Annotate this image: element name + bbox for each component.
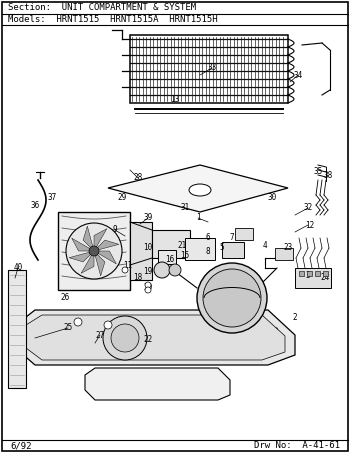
Text: 34: 34: [293, 71, 303, 79]
Text: 27: 27: [95, 331, 105, 339]
Text: 17: 17: [170, 265, 180, 275]
Polygon shape: [108, 165, 288, 212]
Text: 26: 26: [60, 294, 70, 303]
Circle shape: [203, 269, 261, 327]
Bar: [235, 228, 253, 240]
Polygon shape: [12, 310, 295, 365]
Bar: [222, 242, 244, 258]
Circle shape: [74, 318, 82, 326]
Circle shape: [122, 267, 128, 273]
Bar: [307, 271, 312, 276]
Polygon shape: [182, 328, 282, 343]
Text: 2: 2: [293, 313, 297, 323]
Ellipse shape: [189, 184, 211, 196]
Polygon shape: [69, 251, 94, 262]
Text: 6: 6: [206, 233, 210, 242]
Bar: [158, 250, 176, 264]
Text: 40: 40: [13, 264, 23, 273]
Text: Section:  UNIT COMPARTMENT & SYSTEM: Section: UNIT COMPARTMENT & SYSTEM: [8, 4, 196, 13]
Bar: [185, 238, 215, 260]
Text: 12: 12: [305, 221, 315, 230]
Text: 35: 35: [313, 168, 323, 177]
Text: 11: 11: [123, 260, 133, 270]
Bar: [323, 271, 328, 276]
Polygon shape: [81, 251, 94, 273]
Circle shape: [197, 263, 267, 333]
Polygon shape: [72, 238, 94, 251]
Circle shape: [169, 264, 181, 276]
Text: 14: 14: [158, 265, 167, 275]
Text: 33: 33: [207, 63, 217, 72]
Bar: [315, 271, 320, 276]
Text: 20: 20: [144, 284, 153, 293]
Bar: [295, 268, 331, 288]
Circle shape: [89, 246, 99, 256]
Bar: [130, 35, 288, 103]
Text: 36: 36: [30, 201, 40, 209]
Text: 19: 19: [144, 268, 153, 276]
Polygon shape: [83, 226, 94, 251]
Text: 38: 38: [323, 170, 332, 179]
Circle shape: [104, 321, 112, 329]
Circle shape: [66, 223, 122, 279]
Text: 9: 9: [113, 226, 117, 235]
Text: 39: 39: [144, 213, 153, 222]
Text: 37: 37: [47, 193, 57, 202]
Bar: [299, 271, 304, 276]
Text: 13: 13: [170, 96, 180, 105]
Text: 32: 32: [303, 203, 313, 212]
Text: 3: 3: [306, 270, 310, 280]
Text: 22: 22: [144, 336, 153, 344]
Text: 6/92: 6/92: [10, 442, 32, 450]
Circle shape: [111, 324, 139, 352]
Polygon shape: [85, 368, 230, 400]
Bar: [275, 248, 293, 260]
Polygon shape: [94, 251, 116, 264]
Text: 7: 7: [230, 233, 234, 242]
Text: 1: 1: [196, 213, 200, 222]
Text: 30: 30: [267, 193, 276, 202]
Polygon shape: [94, 251, 105, 276]
Text: 18: 18: [133, 274, 143, 283]
Polygon shape: [94, 240, 119, 251]
Text: 4: 4: [263, 241, 267, 250]
Circle shape: [145, 287, 151, 293]
Text: 16: 16: [165, 255, 175, 265]
Text: 25: 25: [63, 323, 73, 333]
Text: 28: 28: [133, 173, 143, 183]
Bar: [58, 212, 130, 290]
Text: 21: 21: [177, 241, 187, 250]
Circle shape: [145, 282, 151, 288]
Text: 8: 8: [206, 247, 210, 256]
Polygon shape: [18, 315, 285, 360]
Text: 31: 31: [180, 203, 190, 212]
Text: 5: 5: [220, 244, 224, 252]
Circle shape: [103, 316, 147, 360]
Text: 29: 29: [117, 193, 127, 202]
Text: 24: 24: [320, 274, 330, 283]
Text: 15: 15: [180, 251, 190, 260]
Polygon shape: [94, 229, 107, 251]
Bar: [152, 230, 190, 258]
Text: 10: 10: [144, 244, 153, 252]
Text: Models:  HRNT1515  HRNT1515A  HRNT1515H: Models: HRNT1515 HRNT1515A HRNT1515H: [8, 14, 218, 24]
Text: 23: 23: [284, 244, 293, 252]
Bar: [130, 222, 152, 280]
Text: Drw No:  A-41-61: Drw No: A-41-61: [254, 442, 340, 450]
Bar: [8, 270, 26, 388]
Circle shape: [154, 262, 170, 278]
